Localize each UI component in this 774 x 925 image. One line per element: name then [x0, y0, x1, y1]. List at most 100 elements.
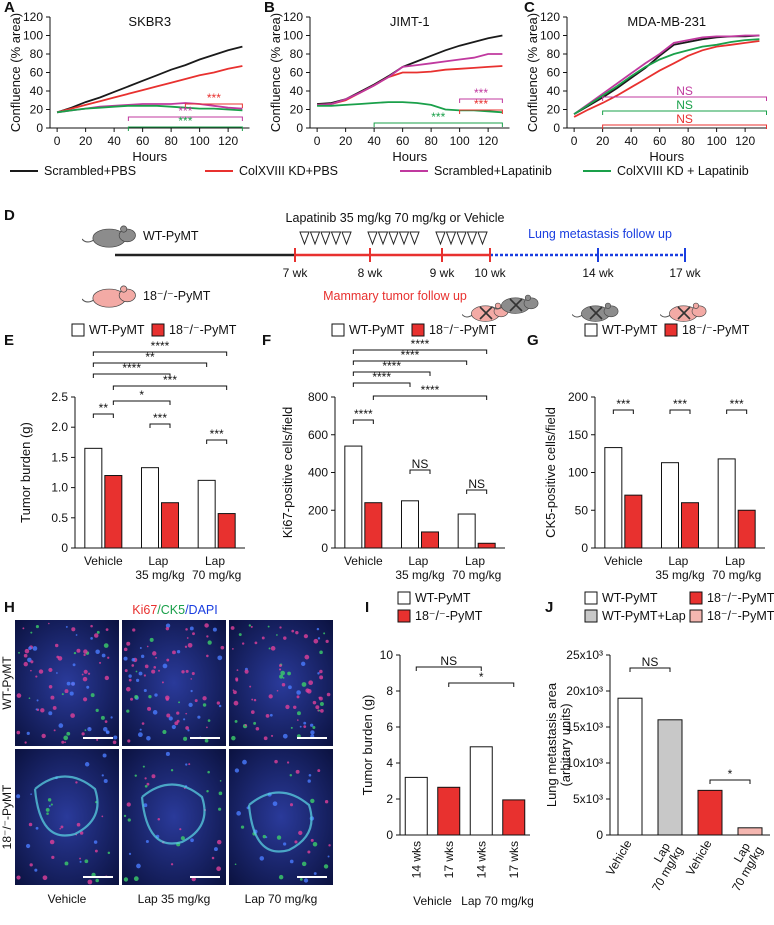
significance-bracket	[372, 395, 488, 400]
cell-signal	[126, 686, 131, 692]
cell-signal	[123, 647, 128, 652]
cell-signal	[79, 857, 82, 860]
y-tick-label: 800	[308, 390, 328, 404]
cell-signal	[267, 625, 270, 628]
cell-signal	[54, 643, 59, 648]
cell-signal	[268, 647, 271, 650]
cell-signal	[276, 634, 278, 636]
cell-signal	[293, 705, 297, 710]
cell-signal	[26, 731, 30, 735]
cell-signal	[83, 669, 88, 674]
cell-signal	[140, 654, 145, 659]
cell-signal	[35, 675, 38, 678]
cell-signal	[147, 706, 152, 711]
cell-signal	[136, 863, 141, 869]
significance-label: ***	[163, 373, 177, 387]
cell-signal	[84, 762, 90, 767]
cell-signal	[93, 840, 98, 844]
cell-signal	[178, 701, 181, 704]
x-tick-label: 20	[79, 134, 93, 148]
x-tick-label: 80	[681, 134, 695, 148]
x-tick-label: 60	[653, 134, 667, 148]
cell-signal	[310, 723, 314, 727]
cell-signal	[231, 735, 236, 741]
cell-signal	[303, 634, 309, 639]
cell-signal	[206, 790, 209, 793]
cell-signal	[158, 669, 161, 672]
dose-marker	[477, 231, 488, 246]
cell-signal	[84, 729, 87, 732]
cell-signal	[262, 834, 267, 839]
cell-signal	[296, 711, 301, 716]
phase-label: Mammary tumor follow up	[323, 289, 467, 303]
cell-signal	[134, 774, 137, 777]
cell-signal	[112, 740, 117, 745]
cell-signal	[279, 668, 282, 671]
bar	[697, 789, 723, 836]
bar	[217, 513, 236, 549]
legend-label: 18⁻/⁻-PyMT	[415, 609, 483, 623]
significance-label: ***	[474, 86, 488, 100]
cell-signal	[290, 726, 293, 729]
significance-label: ***	[431, 110, 445, 124]
cell-signal	[75, 781, 78, 784]
cell-signal	[298, 830, 303, 836]
bar	[624, 494, 643, 549]
cell-signal	[131, 657, 136, 662]
y-tick-label: 4	[386, 756, 393, 770]
cell-signal	[185, 669, 189, 673]
cell-signal	[327, 855, 330, 858]
cell-signal	[190, 689, 193, 693]
cell-signal	[35, 708, 38, 711]
cell-signal	[101, 774, 104, 777]
significance-bracket	[184, 103, 243, 108]
label-line: 35 mg/kg	[135, 568, 184, 582]
mouse-icon	[82, 285, 137, 308]
cell-signal	[318, 696, 323, 701]
cell-signal	[207, 640, 212, 645]
bar	[141, 467, 159, 549]
bar	[197, 479, 216, 549]
cell-signal	[206, 635, 209, 638]
y-tick-label: 200	[568, 390, 588, 404]
y-tick-label: 0	[596, 828, 603, 842]
x-axis-label: Hours	[392, 149, 427, 164]
cell-signal	[30, 793, 32, 796]
cell-signal	[170, 863, 174, 866]
significance-label: ***	[207, 91, 221, 105]
bar	[344, 445, 363, 549]
significance-bracket	[709, 779, 751, 784]
dose-marker	[388, 231, 399, 246]
x-tick-label: 80	[164, 134, 178, 148]
y-tick-label: 120	[283, 10, 303, 24]
series-line	[56, 104, 243, 114]
cell-signal	[207, 719, 211, 722]
cell-signal	[161, 681, 164, 684]
y-tick-label: 1.0	[51, 481, 68, 495]
sacrifice-mark	[677, 306, 691, 320]
x-tick-label: 60	[396, 134, 410, 148]
cell-signal	[103, 778, 108, 783]
cell-signal	[142, 765, 145, 768]
cell-signal	[206, 726, 208, 729]
legend-swatch	[584, 323, 598, 337]
significance-label: ***	[616, 397, 630, 411]
cell-signal	[166, 713, 171, 718]
cell-signal	[105, 730, 110, 735]
cell-signal	[255, 726, 260, 731]
cell-signal	[276, 689, 279, 692]
significance-bracket	[352, 419, 374, 424]
significance-label: NS	[412, 457, 429, 471]
x-tick-label: 100	[190, 134, 210, 148]
timepoint-label: 7 wk	[283, 266, 309, 280]
cell-signal	[47, 798, 52, 802]
cell-signal	[145, 840, 149, 844]
cell-signal	[324, 800, 329, 804]
cell-signal	[73, 651, 77, 655]
cell-signal	[250, 710, 255, 714]
cell-signal	[90, 637, 93, 640]
significance-label: NS	[676, 98, 693, 112]
duct-outline	[33, 775, 99, 837]
x-tick-label: Lap 70 mg/kg	[192, 554, 241, 582]
cell-signal	[183, 718, 186, 721]
